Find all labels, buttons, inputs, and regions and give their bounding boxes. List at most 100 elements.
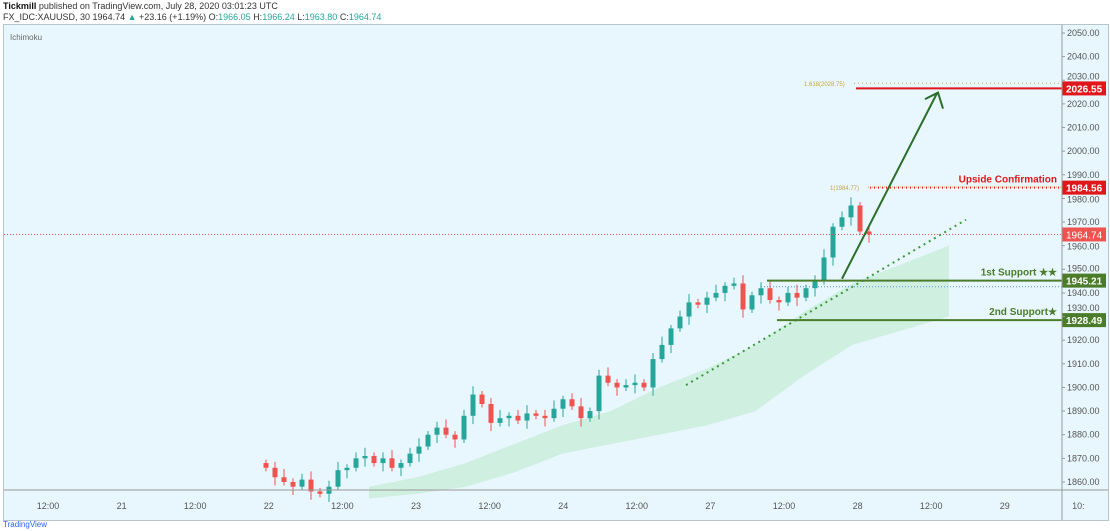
publish-info: Tickmill published on TradingView.com, J…	[3, 1, 278, 11]
current-price-label: 1964.74	[1066, 230, 1103, 241]
candle-body	[803, 288, 809, 298]
candle-body	[362, 455, 368, 459]
candle-body	[560, 399, 566, 409]
support-text-label: 2nd Support★	[989, 307, 1057, 318]
price-chart[interactable]: Ichimoku 1964.74 1.618(2028.75) 1(1984.77)…	[4, 25, 1108, 520]
price-tick-label: 1960.00	[1067, 241, 1100, 251]
candle-body	[470, 394, 476, 416]
candle-body	[524, 413, 530, 421]
candle-body	[263, 463, 269, 468]
indicator-label: Ichimoku	[10, 33, 42, 42]
candle-body	[677, 316, 683, 329]
candle-body	[578, 406, 584, 419]
price-tick-label: 1880.00	[1067, 430, 1100, 440]
candle-body	[830, 226, 836, 258]
candle-body	[740, 283, 746, 310]
price-tick-label: 2000.00	[1067, 146, 1100, 156]
candle-body	[812, 281, 818, 289]
price-tick-label: 2020.00	[1067, 99, 1100, 109]
candle-body	[632, 382, 638, 386]
price-tick-label: 1900.00	[1067, 382, 1100, 392]
candle-body	[587, 411, 593, 419]
fib-label: 1(1984.77)	[830, 186, 859, 192]
candle-body	[731, 283, 737, 286]
time-tick-label: 12:00	[37, 501, 60, 511]
candle-body	[443, 427, 449, 435]
candle-body	[434, 427, 440, 435]
time-tick-label: 24	[558, 501, 568, 511]
candle-body	[488, 403, 494, 423]
candle-body	[695, 302, 701, 305]
tradingview-logo: TradingView	[3, 520, 48, 529]
time-tick-label: 12:00	[478, 501, 501, 511]
support-price-badge	[1062, 313, 1106, 328]
time-tick-label: 23	[411, 501, 421, 511]
candle-body	[668, 328, 674, 345]
time-tick-label: 12:00	[626, 501, 649, 511]
candle-body	[272, 467, 278, 478]
time-tick-label: 27	[705, 501, 715, 511]
support-text-label: 1st Support ★★	[981, 268, 1057, 279]
current-price-badge	[1062, 227, 1106, 242]
support-price-label: 1928.49	[1066, 316, 1103, 327]
candle-body	[425, 434, 431, 447]
candle-body	[479, 394, 485, 404]
resistance-price-label: 1984.56	[1066, 184, 1103, 195]
time-tick-label: 28	[853, 501, 863, 511]
ichimoku-cloud	[369, 245, 949, 499]
price-tick-label: 1870.00	[1067, 453, 1100, 463]
price-tick-label: 2050.00	[1067, 28, 1100, 38]
price-tick-label: 1910.00	[1067, 359, 1100, 369]
candle-body	[785, 292, 791, 303]
candle-body	[461, 415, 467, 440]
support-price-label: 1945.21	[1066, 277, 1103, 288]
candle-body	[506, 415, 512, 419]
price-tick-label: 2010.00	[1067, 123, 1100, 133]
price-tick-label: 1890.00	[1067, 406, 1100, 416]
candle-body	[353, 458, 359, 468]
time-tick-label: 12:00	[920, 501, 943, 511]
candle-body	[767, 288, 773, 301]
candle-body	[848, 205, 854, 218]
candle-body	[749, 295, 755, 310]
symbol-info: FX_IDC:XAUUSD, 30 1964.74 ▲ +23.16 (+1.1…	[3, 12, 382, 22]
candle-body	[596, 375, 602, 412]
candle-body	[704, 297, 710, 305]
price-tick-label: 2040.00	[1067, 52, 1100, 62]
candle-body	[497, 418, 503, 423]
candle-body	[794, 292, 800, 298]
candle-body	[551, 408, 557, 419]
time-tick-label: 29	[1000, 501, 1010, 511]
price-tick-label: 1970.00	[1067, 217, 1100, 227]
time-tick-label: 12:00	[184, 501, 207, 511]
candle-body	[686, 302, 692, 317]
candle-body	[650, 359, 656, 388]
candle-body	[515, 415, 521, 421]
time-tick-label: 12:00	[331, 501, 354, 511]
resistance-text-label: Upside Confirmation	[959, 175, 1057, 186]
price-tick-label: 1940.00	[1067, 288, 1100, 298]
candle-body	[317, 491, 323, 494]
price-tick-label: 1990.00	[1067, 170, 1100, 180]
candle-body	[380, 458, 386, 464]
resistance-price-label: 2026.55	[1066, 84, 1103, 95]
candle-body	[605, 375, 611, 383]
candle-body	[542, 415, 548, 419]
trend-line	[685, 218, 967, 386]
candle-body	[344, 467, 350, 471]
candle-body	[758, 288, 764, 296]
projection-arrow-line	[841, 92, 938, 280]
chart-area[interactable]: Ichimoku 1964.74 1.618(2028.75) 1(1984.77)…	[3, 24, 1109, 521]
candle-body	[569, 399, 575, 407]
resistance-price-badge	[1062, 180, 1106, 195]
time-tick-label: 12:00	[773, 501, 796, 511]
candle-body	[722, 285, 728, 293]
candle-body	[335, 470, 341, 487]
resistance-price-badge	[1062, 81, 1106, 96]
price-tick-label: 1920.00	[1067, 335, 1100, 345]
candle-body	[641, 382, 647, 388]
candle-body	[839, 217, 845, 227]
time-tick-label: 21	[117, 501, 127, 511]
candle-body	[281, 477, 287, 482]
candle-body	[308, 479, 314, 492]
